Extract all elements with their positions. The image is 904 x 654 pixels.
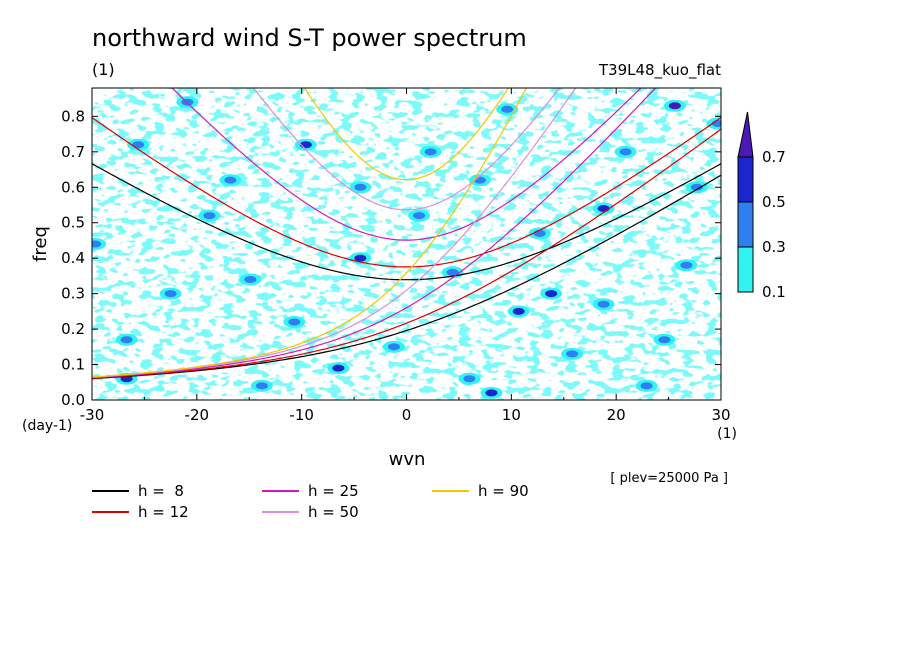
y-tick-label: 0.2 [61,320,85,338]
spectrum-spots [92,96,721,399]
y-tick-label: 0.3 [61,285,85,303]
x-tick-label: -20 [185,406,210,424]
spectrum-shading [92,88,721,400]
spectrum-spot [485,389,498,397]
spectrum-spot [533,229,546,237]
plot-area [92,88,721,400]
colorbar-label: 0.1 [762,283,786,301]
chart-title: northward wind S-T power spectrum [92,24,527,52]
spectrum-spot [224,176,237,184]
spectrum-spot [354,183,367,191]
spectrum-spot [446,268,459,276]
legend-label: h = 25 [308,482,359,500]
spectrum-spot [668,102,681,110]
y-tick-label: 0.4 [61,249,85,267]
spectrum-spot [203,212,216,220]
spectrum-spot [658,336,671,344]
x-tick-label: -10 [289,406,314,424]
y-tick-label: 0.8 [61,107,85,125]
spectrum-spot [512,307,525,315]
spectrum-spot [597,205,610,213]
y-tick-label: 0.1 [61,356,85,374]
legend-label: h = 8 [138,482,184,500]
spectrum-spot [354,254,367,262]
colorbar-label: 0.3 [762,238,786,256]
legend-label: h = 90 [478,482,529,500]
y-tick-label: 0.0 [61,391,85,409]
legend-label: h = 12 [138,503,189,521]
legend-label: h = 50 [308,503,359,521]
spectrum-spot [501,105,514,113]
colorbar-swatch [737,246,754,293]
spectrum-spot [255,382,268,390]
x-tick-label: 30 [711,406,730,424]
x-tick-label: -30 [80,406,105,424]
curve-lower [92,174,721,380]
colorbar-swatch [737,156,754,203]
dispersion-curves [92,88,721,380]
legend: h = 8 h = 12 h = 25 h = 50 h = 90 [92,482,529,521]
x-tick-label: 20 [607,406,626,424]
curve-upper [303,88,510,181]
chart-subtitle-right: T39L48_kuo_flat [598,61,721,80]
spectrum-spot [640,382,653,390]
curve-upper [92,163,721,281]
spectrum-spot [619,148,632,156]
spectrum-spot [288,318,301,326]
colorbar-label: 0.7 [762,148,786,166]
y-axis-label: freq [30,226,51,262]
spectrum-spot [566,350,579,358]
x-axis-ticks: -30 -20 -10 0 10 20 30 [80,88,731,424]
spectrum-spot [545,290,558,298]
colorbar-swatch [737,201,754,248]
x-axis-label: wvn [389,449,426,470]
curve-lower [92,128,721,379]
spectrum-spot [711,119,721,127]
spectrum-spot [332,364,345,372]
colorbar-arrow [737,111,754,158]
y-axis-ticks: 0.0 0.1 0.2 0.3 0.4 0.5 0.6 0.7 0.8 [61,107,721,409]
colorbar: 0.1 0.3 0.5 0.7 [737,111,786,301]
pressure-level-note: [ plev=25000 Pa ] [610,471,728,486]
spectrum-spot [424,148,437,156]
y-unit-label: (day-1) [22,418,72,434]
y-tick-label: 0.5 [61,214,85,232]
spectrum-spot [597,300,610,308]
chart-subtitle-left: (1) [92,60,115,79]
spectrum-spot [680,261,693,269]
spectrum-spot [92,240,102,248]
y-tick-label: 0.6 [61,178,85,196]
y-tick-label: 0.7 [61,143,85,161]
spectrum-spot [132,141,145,149]
curve-upper [92,117,721,268]
curve-lower [92,88,657,379]
spectrum-spot [690,183,703,191]
curve-upper [171,88,642,241]
x-tick-label: 0 [402,406,412,424]
spectrum-spot [387,343,400,351]
curve-lower [92,88,577,378]
spectrum-spot [463,375,476,383]
x-tick-label: 10 [502,406,521,424]
curve-lower [92,88,528,378]
colorbar-label: 0.5 [762,193,786,211]
spectrum-spot [164,290,177,298]
spectrum-spot [244,275,257,283]
spectrum-spot [120,336,133,344]
curve-upper [252,88,561,211]
x-unit-label: (1) [717,426,737,442]
spectrum-spot [413,212,426,220]
